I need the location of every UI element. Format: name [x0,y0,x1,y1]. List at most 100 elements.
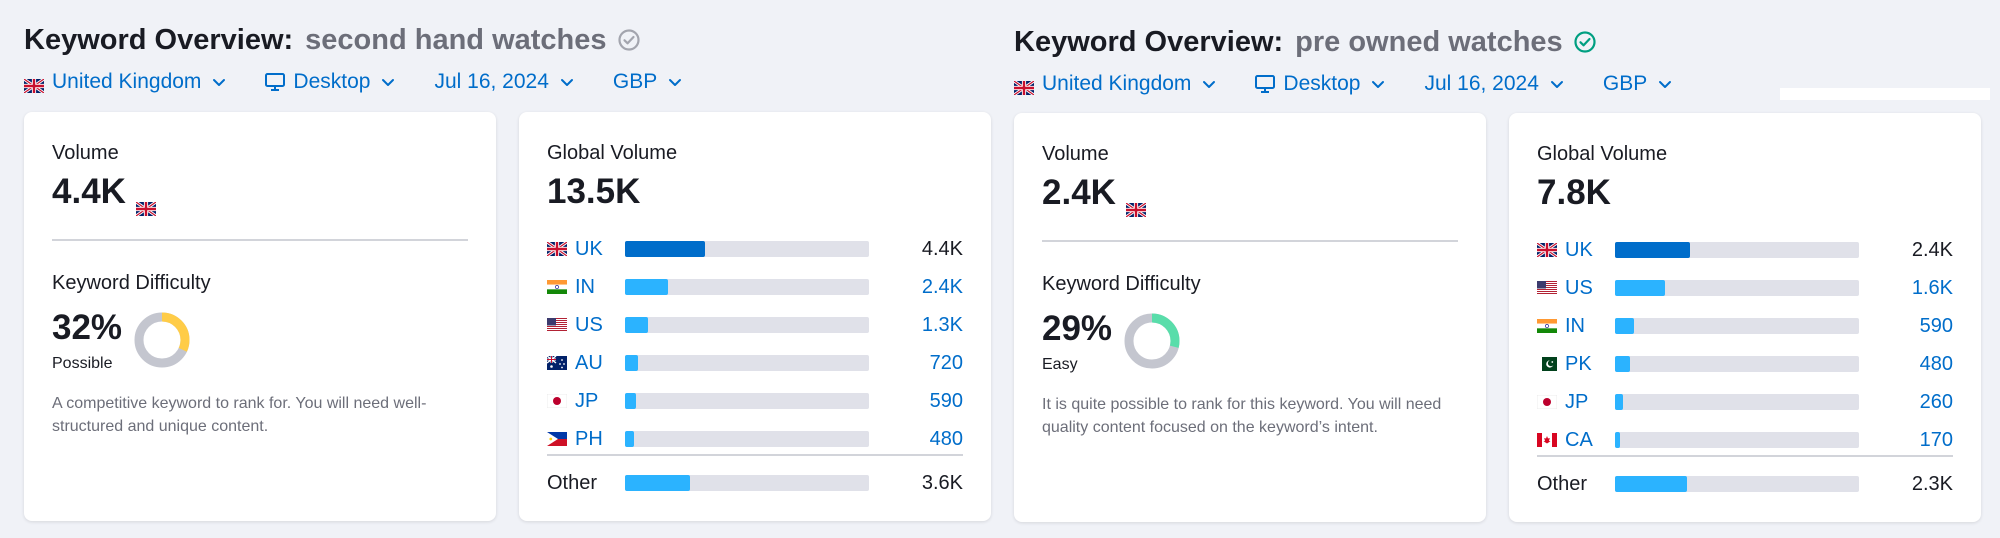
country-row-pk: PK 480 [1537,345,1953,383]
country-dropdown[interactable]: United Kingdom [23,70,227,95]
country-bar-track [625,279,869,295]
kd-label: Keyword Difficulty [52,272,211,294]
country-row-us: US 1.3K [547,306,963,344]
country-volume-value[interactable]: 590 [1919,314,1953,337]
chevron-down-icon [1659,81,1672,88]
other-bar-fill [1615,476,1687,492]
uk-flag-icon [1125,186,1147,219]
country-volume-value[interactable]: 480 [929,427,963,450]
other-bar-track [1615,476,1859,492]
ph-flag-icon [547,432,567,446]
device-dropdown[interactable]: Desktop [1255,72,1386,96]
other-label: Other [1537,472,1588,495]
country-row-jp: JP 260 [1536,383,1953,421]
volume-label: Volume [52,142,119,164]
volume-card: Volume 4.4K Keyword Difficulty 32% Possi… [24,112,496,521]
country-code-link[interactable]: CA [1565,428,1593,451]
currency-dropdown[interactable]: GBP [613,70,683,94]
country-code-link[interactable]: PK [1565,352,1592,375]
country-code-link[interactable]: AU [575,351,603,374]
date-dropdown[interactable]: Jul 16, 2024 [434,70,574,94]
country-volume-value[interactable]: 720 [929,351,963,374]
volume-value: 2.4K [1042,173,1116,212]
chevron-down-icon [1203,81,1216,88]
title-row: Keyword Overview: pre owned watches [1014,20,1597,64]
country-code-link[interactable]: US [1565,276,1593,299]
kd-donut-chart [134,312,190,368]
country-row-in: IN 590 [1537,307,1953,345]
country-bar-track [625,317,869,333]
country-code-link[interactable]: JP [1565,390,1589,413]
country-bar-fill [1615,280,1666,296]
country-bar-track [1615,280,1859,296]
global-volume-card: Global Volume 13.5K UK 4.4K IN 2.4K US 1.3K AU… [519,112,991,521]
volume-label: Volume [1042,143,1109,165]
country-bar-fill [1615,394,1624,410]
page-title: Keyword Overview: [24,23,294,56]
country-volume-value[interactable]: 260 [1919,390,1953,413]
kd-description: A competitive keyword to rank for. You w… [52,395,427,435]
country-volume-value[interactable]: 170 [1919,428,1953,451]
country-code-link[interactable]: PH [575,427,603,450]
country-list: UK 2.4K US 1.6K IN 590 PK 480 JP 260 CA 170 [1536,231,1953,459]
country-bar-fill [1615,318,1634,334]
kd-level: Possible [52,355,113,372]
country-volume-value[interactable]: 1.6K [1911,276,1953,299]
country-dropdown[interactable]: United Kingdom [1013,72,1217,97]
kd-value: 29% [1042,309,1113,348]
keyword-title: second hand watches [305,23,607,56]
panel-1: Keyword Overview: second hand watches Un… [23,0,1004,538]
page-title: Keyword Overview: [1014,25,1284,58]
currency-label: GBP [1602,72,1648,95]
other-bar-track [625,475,869,491]
kd-description: It is quite possible to rank for this ke… [1042,396,1442,436]
pk-flag-icon [1537,357,1557,371]
device-dropdown[interactable]: Desktop [265,70,396,94]
country-bar-track [1615,318,1859,334]
chevron-down-icon [669,79,682,86]
country-volume-value: 2.4K [1911,238,1953,261]
country-code-link[interactable]: UK [1565,238,1593,261]
divider [1042,240,1458,242]
country-bar-track [625,241,869,257]
country-volume-value[interactable]: 480 [1919,352,1953,375]
country-bar-fill [1615,432,1621,448]
check-circle-icon [1574,31,1596,53]
volume-value: 4.4K [52,172,126,211]
us-flag-icon [1537,281,1557,295]
country-bar-fill [625,279,669,295]
country-volume-value[interactable]: 590 [929,389,963,412]
country-code-link[interactable]: IN [1565,314,1585,337]
country-code-link[interactable]: US [575,313,603,336]
country-volume-value[interactable]: 1.3K [921,313,963,336]
other-bar-fill [625,475,691,491]
chevron-down-icon [382,79,395,86]
other-row: Other 3.6K [547,464,963,502]
country-volume-value: 4.4K [921,237,963,260]
date-dropdown[interactable]: Jul 16, 2024 [1424,72,1564,96]
country-bar-fill [1615,242,1691,258]
country-row-ph: PH 480 [547,420,963,458]
kd-donut-chart [1124,313,1180,369]
volume-card: Volume 2.4K Keyword Difficulty 29% Easy … [1014,113,1486,522]
kd-level: Easy [1042,356,1078,373]
country-row-au: AU 720 [546,344,963,382]
country-code-link[interactable]: JP [575,389,599,412]
jp-flag-icon [546,393,568,409]
country-label: United Kingdom [52,70,202,93]
date-label: Jul 16, 2024 [434,70,549,93]
country-volume-value[interactable]: 2.4K [921,275,963,298]
device-label: Desktop [293,70,371,93]
global-volume-card: Global Volume 7.8K UK 2.4K US 1.6K IN 590 PK 48… [1509,113,1981,522]
filter-bar: United Kingdom Desktop Jul 16, 2024 GBP [23,66,721,98]
global-volume-label: Global Volume [1537,143,1668,165]
country-row-ca: CA 170 [1537,421,1953,459]
country-list: UK 4.4K IN 2.4K US 1.3K AU 720 JP 590 PH 480 [546,230,963,458]
country-code-link[interactable]: IN [575,275,595,298]
jp-flag-icon [1536,394,1558,410]
device-label: Desktop [1283,72,1361,95]
country-code-link[interactable]: UK [575,237,603,260]
country-bar-fill [625,317,649,333]
currency-dropdown[interactable]: GBP [1603,72,1673,96]
country-bar-track [1615,394,1859,410]
